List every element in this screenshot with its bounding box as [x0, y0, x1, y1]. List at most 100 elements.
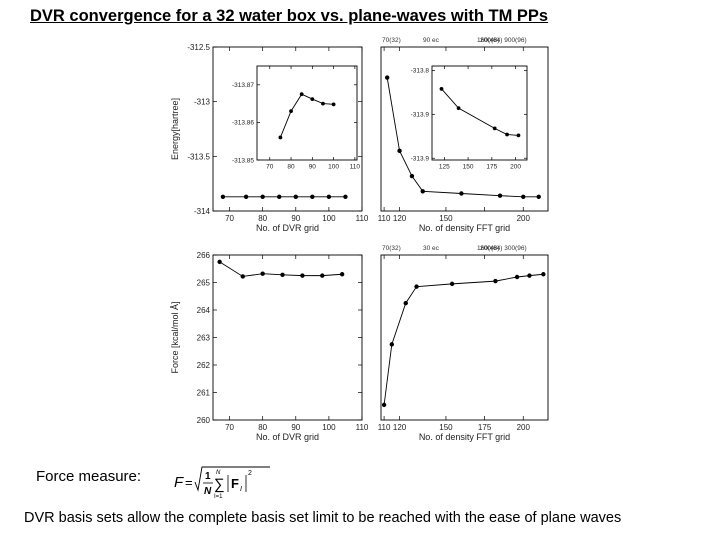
- panel1-ytick-label: -312.5: [187, 43, 210, 52]
- panel4-data-point: [389, 342, 395, 347]
- panel1-data-point: [277, 194, 282, 199]
- panel3-x-axis-label: No. of DVR grid: [256, 432, 319, 442]
- chart-panel-4: 110 120 150 175 200 No. of density FFT grid 70…: [378, 245, 549, 442]
- panel2-inset-series-line: [441, 88, 519, 136]
- panel1-inset-series-line: [279, 93, 334, 138]
- panel1-xtick-label: 90: [291, 214, 300, 223]
- panel2-inset-data-point: [492, 126, 497, 131]
- panel3-y-axis-label: Force [kcal/mol Å]: [170, 301, 180, 373]
- panel3-data-point: [280, 272, 285, 277]
- panel4-xtick-label: 175: [478, 423, 492, 432]
- panel1-inset-data-point: [331, 102, 336, 107]
- panel2-series-line: [386, 77, 539, 198]
- formula-N: N: [204, 486, 212, 497]
- panel1-inset-ytick-label: -313.86: [232, 120, 254, 127]
- panel2-top-label: 200(64) 900(96): [480, 37, 527, 44]
- formula-sqrt: [194, 466, 270, 492]
- panel2-data-point: [521, 194, 526, 199]
- panel2-inset-data-point: [456, 106, 461, 111]
- panel1-inset-ytick-label: -313.87: [232, 82, 254, 89]
- panel3-frame: [212, 254, 363, 421]
- panel1-inset-data-point: [278, 135, 283, 140]
- formula-superscript: 2: [248, 470, 252, 477]
- panel2-inset-ytick-label: -313.9: [411, 155, 430, 162]
- panel3-xtick-label: 70: [225, 423, 234, 432]
- panel4-xtick-label: 200: [517, 423, 531, 432]
- panel2-data-point: [497, 193, 503, 198]
- force-formula: F = 1 N N ∑ I=1 F I 2: [174, 466, 270, 500]
- chart-panel-1: 70 80 90 100 110 -314 -313.5 -313 -312.5 No. of D…: [170, 43, 369, 233]
- formula-subscript: I: [240, 486, 242, 493]
- panel3-xtick-label: 90: [291, 423, 300, 432]
- panel3-data-point: [320, 273, 325, 278]
- panel1-inset-xtick-label: 90: [309, 164, 317, 171]
- panel4-data-point: [527, 273, 532, 278]
- panel2-top-label: 90 ec: [423, 37, 440, 44]
- formula-sum-top: N: [216, 470, 221, 476]
- panel1-xtick-label: 80: [258, 214, 267, 223]
- panel1-xtick-label: 70: [225, 214, 234, 223]
- formula-eq: =: [185, 475, 193, 490]
- panel3-ytick-label: 266: [197, 251, 211, 260]
- caption: DVR basis sets allow the complete basis …: [24, 510, 622, 526]
- panel1-inset-ytick-label: -313.85: [232, 157, 254, 164]
- panel4-xtick-label: 150: [439, 423, 453, 432]
- panel1-data-point: [326, 194, 332, 199]
- panel3-data-point: [339, 272, 345, 277]
- panel4-data-point: [514, 274, 520, 280]
- panel3-data-point: [217, 259, 222, 265]
- panel1-ytick-label: -314: [194, 207, 211, 216]
- formula-F: F: [231, 476, 239, 491]
- panel1-inset-xtick-label: 100: [328, 164, 339, 171]
- panel2-inset-ytick-label: -313.9: [411, 112, 430, 119]
- panel3-data-point: [240, 274, 245, 279]
- panel1-frame: [212, 46, 363, 212]
- panel1-inset-data-point: [310, 97, 315, 101]
- formula-sum-bottom: I=1: [214, 494, 223, 500]
- panel4-xtick-label: 120: [393, 423, 407, 432]
- panel2-top-label: 70(32): [382, 37, 401, 44]
- panel1-data-point: [243, 194, 249, 199]
- panel1-inset: 70 80 90 100 110 -313.85 -313.86 -313.87: [232, 65, 361, 171]
- formula-sum-sign: ∑: [214, 476, 225, 493]
- panel4-data-point: [541, 272, 546, 277]
- panel4-top-label: 200(64) 300(96): [480, 245, 527, 252]
- panel1-inset-data-point: [299, 92, 304, 97]
- panel1-data-point: [260, 194, 265, 199]
- panel2-data-point: [409, 173, 415, 179]
- panel1-xtick-label: 100: [322, 214, 336, 223]
- panel1-inset-frame: [256, 65, 358, 161]
- panel2-inset-frame: [431, 65, 528, 161]
- panel1-inset-xtick-label: 110: [350, 164, 361, 171]
- panel3-xtick-label: 100: [322, 423, 336, 432]
- panel4-series-line: [383, 273, 544, 405]
- panel3-data-point: [260, 271, 265, 276]
- panel1-xtick-label: 110: [356, 214, 369, 223]
- panel1-data-point: [310, 194, 315, 199]
- panel3-xtick-label: 110: [356, 423, 369, 432]
- panel4-xtick-label: 110: [378, 423, 391, 432]
- panel1-y-axis-label: Energy[hartree]: [170, 98, 180, 160]
- panel1-inset-xtick-label: 80: [287, 164, 295, 171]
- panel1-inset-xtick-label: 70: [266, 164, 274, 171]
- force-measure-label: Force measure:: [36, 468, 142, 485]
- panel1-inset-data-point: [289, 109, 293, 114]
- panel3-xtick-label: 80: [258, 423, 267, 432]
- panel1-ytick-label: -313.5: [187, 152, 210, 161]
- panel3-ytick-label: 264: [197, 306, 211, 315]
- panel3-ytick-label: 261: [197, 389, 211, 398]
- panel4-top-label: 30 ec: [423, 245, 440, 252]
- panel4-data-point: [381, 402, 387, 408]
- panel1-x-axis-label: No. of DVR grid: [256, 223, 319, 233]
- panel2-top-label: 160(48): [477, 37, 499, 44]
- panel2-xtick-label: 150: [439, 214, 453, 223]
- panel2-x-axis-label: No. of density FFT grid: [419, 223, 510, 233]
- panel2-data-point: [397, 148, 402, 154]
- panel4-top-label: 70(32): [382, 245, 401, 252]
- panel3-data-point: [300, 273, 305, 278]
- panel2-inset-xtick-label: 125: [439, 164, 450, 171]
- panel2-inset-data-point: [516, 133, 521, 138]
- panel4-data-point: [493, 278, 498, 284]
- page-title: DVR convergence for a 32 water box vs. p…: [30, 7, 549, 25]
